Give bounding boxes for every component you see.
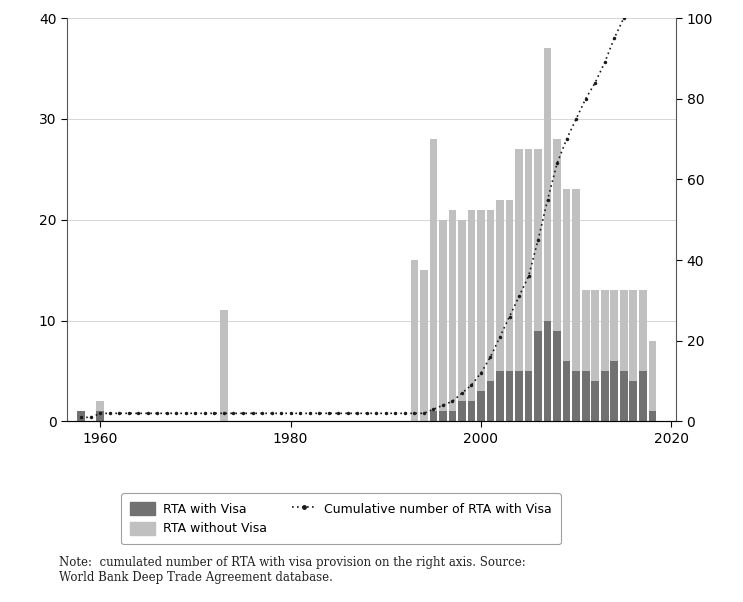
Bar — [639, 371, 646, 421]
Bar — [477, 391, 484, 421]
Bar — [563, 361, 571, 421]
Cumulative number of RTA with Visa — [210, 410, 219, 417]
Cumulative number of RTA with Visa — [571, 116, 580, 123]
Bar — [611, 361, 618, 421]
Bar — [544, 48, 551, 320]
Line: Cumulative number of RTA with Visa: Cumulative number of RTA with Visa — [80, 0, 654, 419]
Bar — [496, 371, 504, 421]
Bar — [620, 290, 628, 371]
Bar — [629, 381, 637, 421]
Bar — [534, 149, 542, 330]
Bar — [525, 149, 533, 371]
Legend: RTA with Visa, RTA without Visa, Cumulative number of RTA with Visa: RTA with Visa, RTA without Visa, Cumulat… — [121, 493, 561, 544]
Bar — [649, 411, 656, 421]
Bar — [477, 209, 484, 391]
Bar — [97, 411, 104, 421]
Bar — [496, 200, 504, 371]
Bar — [439, 220, 447, 411]
Bar — [591, 381, 599, 421]
Bar — [515, 371, 523, 421]
Bar — [582, 371, 589, 421]
Bar — [506, 371, 513, 421]
Bar — [601, 290, 609, 371]
Bar — [220, 311, 228, 421]
Bar — [429, 139, 437, 411]
Bar — [601, 371, 609, 421]
Bar — [467, 401, 476, 421]
Bar — [534, 330, 542, 421]
Cumulative number of RTA with Visa — [381, 410, 390, 417]
Bar — [506, 200, 513, 371]
Bar — [620, 371, 628, 421]
Cumulative number of RTA with Visa — [191, 410, 200, 417]
Bar — [420, 270, 428, 421]
Bar — [77, 411, 85, 421]
Cumulative number of RTA with Visa — [276, 410, 285, 417]
Bar — [572, 371, 580, 421]
Bar — [458, 401, 466, 421]
Bar — [639, 290, 646, 371]
Bar — [487, 381, 494, 421]
Bar — [591, 290, 599, 381]
Bar — [582, 290, 589, 371]
Bar — [439, 411, 447, 421]
Bar — [629, 290, 637, 381]
Bar — [449, 411, 456, 421]
Cumulative number of RTA with Visa — [77, 414, 85, 421]
Bar — [458, 220, 466, 401]
Bar — [525, 371, 533, 421]
Bar — [554, 330, 561, 421]
Bar — [554, 139, 561, 330]
Bar — [449, 209, 456, 411]
Bar — [487, 209, 494, 381]
Bar — [544, 320, 551, 421]
Cumulative number of RTA with Visa — [419, 410, 428, 417]
Bar — [411, 260, 418, 421]
Bar — [611, 290, 618, 361]
Bar — [649, 341, 656, 411]
Bar — [467, 209, 476, 401]
Text: Note:  cumulated number of RTA with visa provision on the right axis. Source:
Wo: Note: cumulated number of RTA with visa … — [59, 556, 526, 584]
Bar — [429, 411, 437, 421]
Bar — [563, 190, 571, 361]
Bar — [515, 149, 523, 371]
Bar — [572, 190, 580, 371]
Bar — [97, 401, 104, 411]
